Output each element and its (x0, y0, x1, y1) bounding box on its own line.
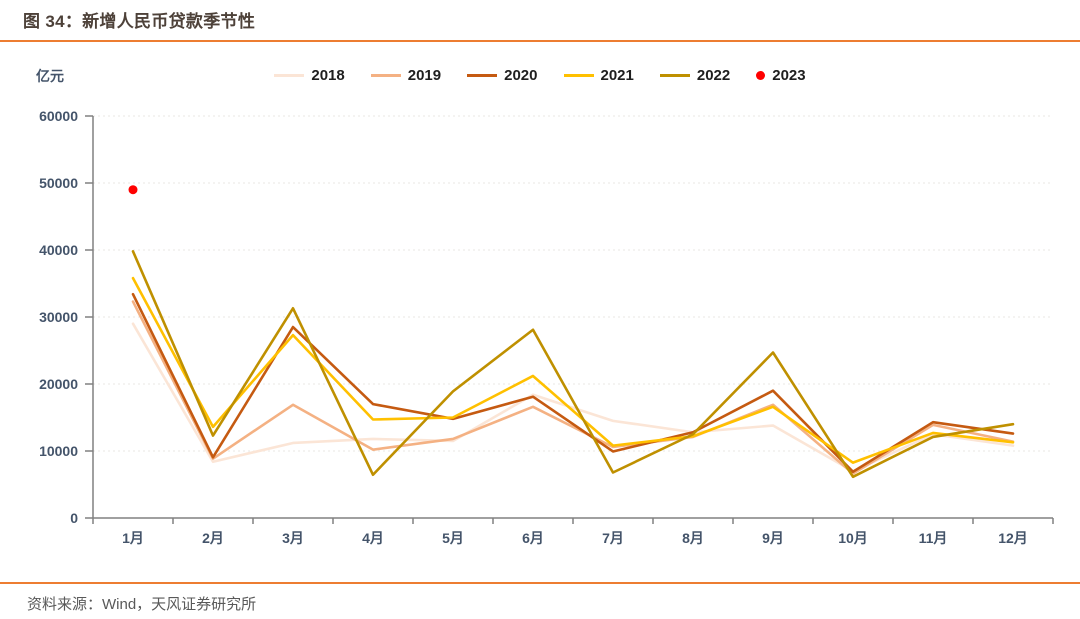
series-line-2020 (131, 292, 1015, 474)
legend-line-swatch (563, 73, 594, 77)
y-axis-unit-label: 亿元 (36, 68, 64, 84)
series-line-2022 (131, 250, 1015, 479)
legend-dot-swatch (756, 70, 766, 80)
x-tick-label: 4月 (362, 530, 384, 546)
legend-label: 2019 (407, 66, 442, 84)
legend-item-2020: 2020 (467, 66, 538, 84)
x-tick-label: 7月 (602, 530, 624, 546)
title-divider (0, 40, 1080, 42)
legend-item-2021: 2021 (563, 66, 634, 84)
x-tick-label: 8月 (682, 530, 704, 546)
legend-label: 2023 (772, 66, 806, 84)
y-tick-label: 30000 (39, 309, 78, 325)
y-tick-label: 60000 (39, 108, 78, 124)
x-tick-label: 9月 (762, 530, 784, 546)
x-tick-label: 12月 (998, 530, 1028, 546)
series-line-2019 (131, 300, 1015, 475)
legend-line-swatch (659, 73, 690, 77)
x-tick-label: 11月 (919, 530, 948, 546)
x-tick-label: 10月 (838, 530, 868, 546)
x-tick-label: 3月 (282, 530, 304, 546)
y-tick-label: 10000 (39, 443, 78, 459)
data-point-2023 (128, 185, 138, 195)
y-tick-label: 0 (70, 510, 78, 526)
x-tick-label: 5月 (442, 530, 464, 546)
legend-label: 2018 (311, 66, 345, 84)
x-tick-label: 1月 (122, 530, 144, 546)
legend-label: 2020 (504, 66, 538, 84)
legend-item-2022: 2022 (659, 66, 731, 84)
x-tick-label: 2月 (202, 530, 224, 546)
legend-line-swatch (467, 73, 498, 77)
y-tick-label: 20000 (39, 376, 78, 392)
legend-item-2018: 2018 (274, 66, 345, 84)
y-tick-label: 40000 (39, 242, 78, 258)
legend-item-2019: 2019 (370, 66, 442, 84)
chart-legend: 2018 2019 2020 2021 2022 2023 (0, 64, 1080, 86)
series-line-2018 (131, 322, 1015, 473)
x-tick-label: 6月 (522, 530, 544, 546)
source-note: 资料来源：Wind，天风证券研究所 (27, 596, 257, 613)
figure-title: 图 34：新增人民币贷款季节性 (23, 12, 256, 31)
legend-line-swatch (274, 73, 305, 77)
legend-line-swatch (370, 73, 401, 77)
y-tick-label: 50000 (39, 175, 78, 191)
legend-label: 2022 (696, 66, 731, 84)
footer-divider (0, 582, 1080, 584)
line-chart: 0 10000 20000 30000 40000 50000 60000 1月 2月 3月 4月 5… (39, 108, 1054, 546)
legend-label: 2021 (600, 66, 634, 84)
series-line-2021 (131, 276, 1015, 464)
legend-item-2023: 2023 (756, 66, 806, 84)
